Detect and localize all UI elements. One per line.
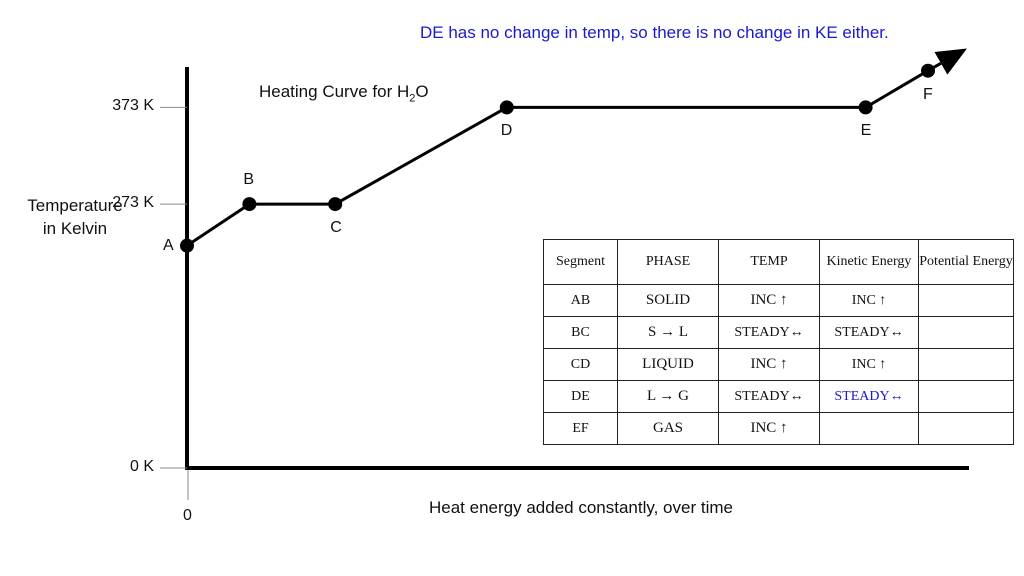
cell-segment: CD <box>543 348 618 381</box>
chart-title: Heating Curve for H2O <box>259 82 429 105</box>
point-label-A: A <box>163 236 174 254</box>
cell-kinetic-energy <box>819 412 919 445</box>
point-D <box>499 100 514 115</box>
y-tick-label-0: 0 K <box>129 458 154 475</box>
cell-temp: INC ↑ <box>718 284 820 317</box>
heating-curve-series <box>186 48 967 247</box>
segment-AB <box>186 202 251 247</box>
cell-phase: LIQUID <box>617 348 719 381</box>
header-segment: Segment <box>543 239 618 285</box>
header-temp: TEMP <box>718 239 820 285</box>
arrowhead-icon <box>934 48 967 75</box>
cell-segment: EF <box>543 412 618 445</box>
point-B <box>242 197 257 212</box>
y-axis-label: Temperature in Kelvin <box>27 196 123 238</box>
point-label-E: E <box>860 122 872 140</box>
cell-kinetic-energy: INC ↑ <box>819 284 919 317</box>
cell-segment: AB <box>543 284 618 317</box>
segment-EF <box>864 69 929 109</box>
x-tick-label-0: 0 <box>183 507 192 524</box>
header-kinetic-energy: Kinetic Energy <box>819 239 919 285</box>
cell-temp: STEADY↔ <box>718 316 820 349</box>
point-A <box>180 238 194 253</box>
cell-phase: S → L <box>617 316 719 349</box>
cell-phase: SOLID <box>617 284 719 317</box>
point-label-D: D <box>500 122 513 140</box>
cell-kinetic-energy: STEADY↔ <box>819 316 919 349</box>
table-row: BC S → L STEADY↔ STEADY↔ <box>543 316 1014 349</box>
curve-points <box>180 63 935 253</box>
table-row: EF GAS INC ↑ <box>543 412 1014 445</box>
table-row: DE L → G STEADY↔ STEADY↔ <box>543 380 1014 413</box>
point-label-B: B <box>243 171 255 189</box>
header-potential-energy: Potential Energy <box>918 239 1014 285</box>
cell-phase: GAS <box>617 412 719 445</box>
cell-kinetic-energy: INC ↑ <box>819 348 919 381</box>
point-label-F: F <box>923 85 933 103</box>
cell-temp: STEADY↔ <box>718 380 820 413</box>
header-phase: PHASE <box>617 239 719 285</box>
cell-potential-energy <box>918 348 1014 381</box>
x-axis-label: Heat energy added constantly, over time <box>429 498 733 517</box>
table-header-row: Segment PHASE TEMP Kinetic Energy Potent… <box>543 239 1014 285</box>
cell-temp: INC ↑ <box>718 412 820 445</box>
cell-temp: INC ↑ <box>718 348 820 381</box>
energy-summary-table: Segment PHASE TEMP Kinetic Energy Potent… <box>543 239 1014 445</box>
cell-segment: BC <box>543 316 618 349</box>
cell-potential-energy <box>918 316 1014 349</box>
cell-potential-energy <box>918 284 1014 317</box>
point-E <box>858 100 873 115</box>
segment-CD <box>334 106 508 206</box>
table-row: CD LIQUID INC ↑ INC ↑ <box>543 348 1014 381</box>
cell-kinetic-energy: STEADY↔ <box>819 380 919 413</box>
cell-phase: L → G <box>617 380 719 413</box>
y-tick-label-373: 373 K <box>112 97 154 115</box>
table-row: AB SOLID INC ↑ INC ↑ <box>543 284 1014 317</box>
point-F <box>921 63 935 78</box>
point-C <box>328 197 343 212</box>
annotation-note: DE has no change in temp, so there is no… <box>420 23 889 42</box>
y-tick-label-273: 273 K <box>112 194 154 212</box>
point-label-C: C <box>330 219 342 237</box>
y-ticks <box>160 106 187 469</box>
cell-segment: DE <box>543 380 618 413</box>
cell-potential-energy <box>918 380 1014 413</box>
cell-potential-energy <box>918 412 1014 445</box>
